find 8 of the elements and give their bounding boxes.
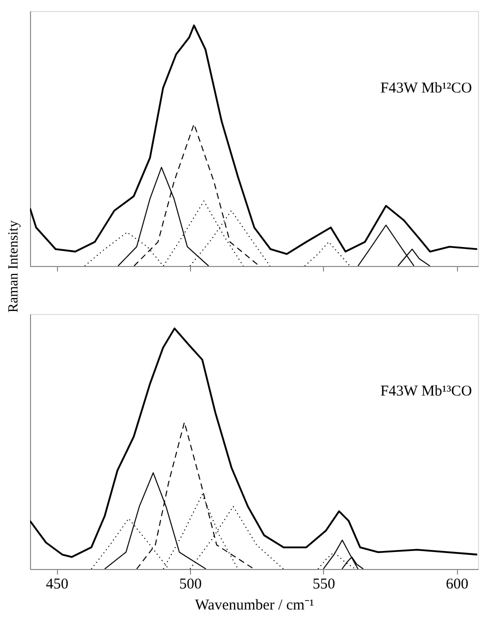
x-tick-label: 450 xyxy=(46,576,68,592)
annotation: F43W Mb¹³CO xyxy=(380,384,472,400)
annotation: F43W Mb¹²CO xyxy=(380,80,472,96)
x-tick-label: 500 xyxy=(179,576,202,592)
x-tick-label: 550 xyxy=(312,576,336,592)
y-axis-title: Raman Intensity xyxy=(6,220,22,313)
x-tick-label: 600 xyxy=(446,576,468,592)
x-axis-title: Wavenumber / cm⁻¹ xyxy=(194,598,314,614)
